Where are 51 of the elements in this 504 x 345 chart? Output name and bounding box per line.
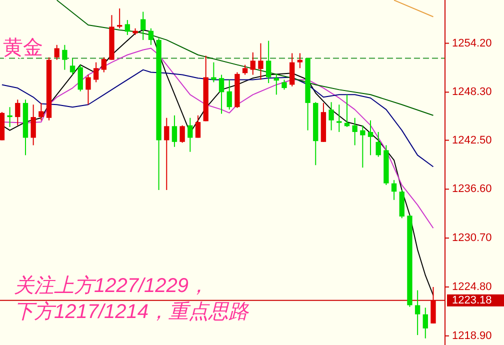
candlestick bbox=[414, 290, 420, 336]
candlestick bbox=[430, 286, 436, 324]
annotation: 下方1217/1214，重点思路 bbox=[14, 300, 250, 323]
candlestick bbox=[266, 40, 272, 84]
candlestick bbox=[422, 307, 428, 339]
candlestick bbox=[78, 64, 83, 92]
candlestick bbox=[352, 117, 358, 146]
candlestick bbox=[172, 114, 178, 148]
ref-line-label: 1223.18 bbox=[452, 294, 492, 306]
candlestick bbox=[258, 42, 264, 80]
y-tick-label: 1218.90 bbox=[452, 330, 492, 342]
candlestick bbox=[93, 62, 99, 83]
candlestick bbox=[54, 44, 60, 60]
candlestick bbox=[62, 44, 68, 70]
y-tick-label: 1242.50 bbox=[452, 134, 492, 146]
candlestick bbox=[70, 58, 76, 76]
candlestick bbox=[180, 124, 185, 144]
candlestick bbox=[391, 180, 397, 200]
annotation: 关注上方1227/1229， bbox=[14, 274, 209, 297]
candlestick bbox=[30, 104, 36, 146]
candlestick bbox=[290, 52, 295, 87]
candlestick bbox=[15, 99, 20, 126]
candlestick bbox=[7, 106, 12, 128]
candlestick bbox=[297, 52, 303, 69]
candlestick bbox=[226, 79, 232, 110]
candlestick bbox=[218, 74, 224, 114]
candlestick bbox=[86, 74, 91, 106]
y-tick-label: 1224.80 bbox=[452, 280, 492, 293]
candlestick bbox=[101, 56, 106, 73]
candlestick bbox=[124, 20, 130, 36]
candlestick bbox=[328, 102, 334, 131]
candlestick bbox=[164, 117, 170, 190]
candlestick bbox=[188, 117, 193, 152]
y-tick-label: 1248.30 bbox=[452, 86, 492, 98]
candlestick bbox=[274, 73, 279, 96]
line-series bbox=[56, 0, 434, 116]
candlestick bbox=[250, 52, 256, 76]
candlestick bbox=[148, 28, 154, 46]
candlestick bbox=[376, 131, 381, 158]
y-tick-label: 1236.60 bbox=[452, 183, 492, 196]
y-tick-label: 1254.20 bbox=[452, 37, 492, 50]
candlestick bbox=[282, 79, 287, 90]
candlestick bbox=[242, 64, 248, 76]
y-tick-label: 1230.70 bbox=[452, 232, 492, 244]
candlestick bbox=[195, 114, 201, 138]
candlestick bbox=[368, 120, 374, 156]
candlestick bbox=[336, 104, 342, 132]
candlestick bbox=[38, 102, 44, 121]
text: 黄金 bbox=[3, 37, 43, 59]
candlestick bbox=[140, 11, 146, 40]
candlestick bbox=[360, 124, 366, 168]
